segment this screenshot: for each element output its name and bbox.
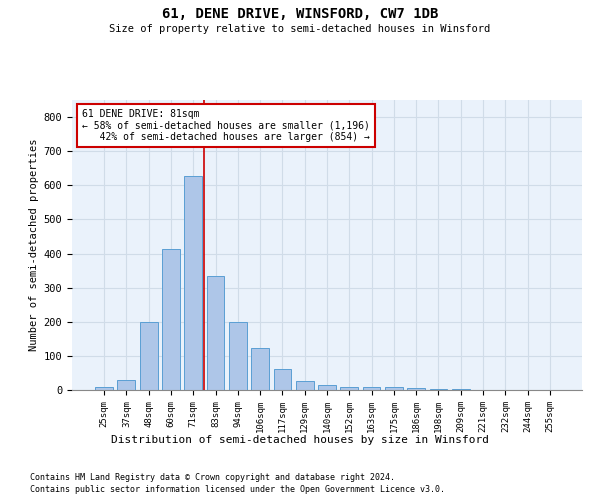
Bar bbox=[140, 322, 158, 390]
Bar bbox=[95, 388, 113, 390]
Bar bbox=[206, 276, 224, 390]
Bar bbox=[162, 249, 180, 390]
Bar bbox=[274, 368, 292, 390]
Text: Size of property relative to semi-detached houses in Winsford: Size of property relative to semi-detach… bbox=[109, 24, 491, 34]
Bar bbox=[385, 387, 403, 390]
Bar bbox=[296, 381, 314, 390]
Bar bbox=[430, 388, 448, 390]
Text: 61, DENE DRIVE, WINSFORD, CW7 1DB: 61, DENE DRIVE, WINSFORD, CW7 1DB bbox=[162, 8, 438, 22]
Bar bbox=[362, 386, 380, 390]
Bar bbox=[251, 348, 269, 390]
Y-axis label: Number of semi-detached properties: Number of semi-detached properties bbox=[29, 138, 40, 352]
Bar bbox=[407, 388, 425, 390]
Bar bbox=[229, 322, 247, 390]
Bar bbox=[318, 385, 336, 390]
Text: Contains public sector information licensed under the Open Government Licence v3: Contains public sector information licen… bbox=[30, 485, 445, 494]
Text: 61 DENE DRIVE: 81sqm
← 58% of semi-detached houses are smaller (1,196)
   42% of: 61 DENE DRIVE: 81sqm ← 58% of semi-detac… bbox=[82, 108, 370, 142]
Bar bbox=[184, 176, 202, 390]
Bar bbox=[340, 386, 358, 390]
Bar bbox=[118, 380, 136, 390]
Text: Distribution of semi-detached houses by size in Winsford: Distribution of semi-detached houses by … bbox=[111, 435, 489, 445]
Text: Contains HM Land Registry data © Crown copyright and database right 2024.: Contains HM Land Registry data © Crown c… bbox=[30, 472, 395, 482]
